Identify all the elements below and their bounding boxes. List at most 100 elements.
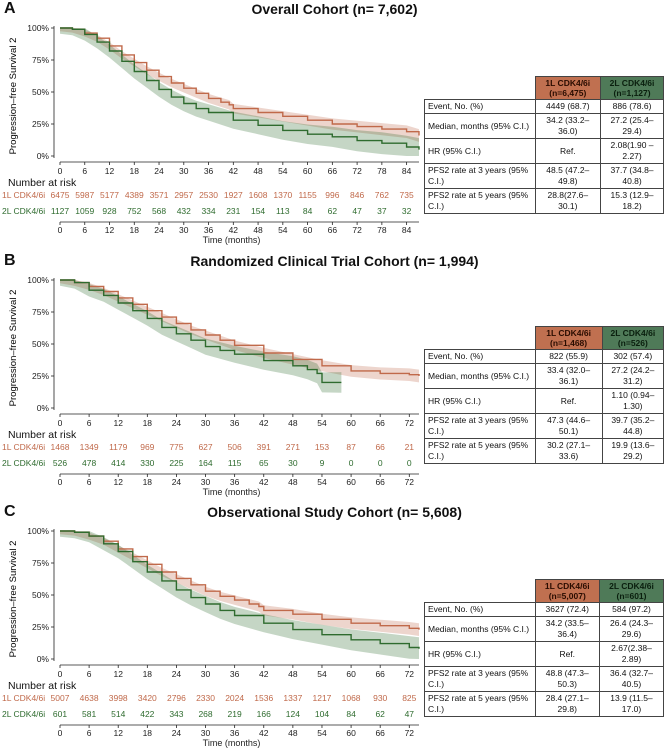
stat-value-2l: 37.7 (34.8–40.8)	[600, 163, 664, 189]
x-tick-label: 54	[278, 166, 288, 176]
stats-row: PFS2 rate at 3 years (95% C.I.) 48.5 (47.…	[424, 163, 664, 189]
risk-count: 432	[177, 206, 191, 216]
x-tick-label: 72	[405, 669, 415, 679]
y-tick-label: 25%	[32, 119, 49, 129]
x-tick-label: 30	[201, 669, 211, 679]
header-2l: 2L CDK4/6i (n=601)	[598, 579, 665, 603]
risk-table-header: Number at risk	[8, 177, 77, 189]
blank-header	[425, 327, 536, 350]
y-tick-label: 25%	[32, 622, 49, 632]
risk-x-tick-label: 72	[352, 225, 362, 235]
risk-row-label: 1L CDK4/6i	[2, 693, 45, 703]
risk-count: 752	[127, 206, 141, 216]
risk-x-tick-label: 18	[143, 477, 153, 487]
stats-row: HR (95% C.I.) Ref. 2.08(1.90 –2.27)	[424, 138, 664, 164]
km-chart: Progression–free Survival 2 0% 25% 50% 75% 10…	[2, 23, 420, 245]
stat-label: PFS2 rate at 5 years (95% C.I.)	[424, 691, 536, 717]
stats-row: HR (95% C.I.) Ref. 1.10 (0.94–1.30)	[424, 388, 665, 414]
y-tick-label: 0%	[37, 654, 50, 664]
risk-count: 0	[378, 458, 383, 468]
ci-band	[60, 280, 342, 393]
panel-title: Randomized Clinical Trial Cohort (n= 1,9…	[190, 253, 479, 269]
panel-a: A Overall Cohort (n= 7,602) Progression–…	[0, 0, 669, 250]
stat-label: Event, No. (%)	[424, 99, 536, 114]
risk-x-tick-label: 24	[172, 477, 182, 487]
risk-count: 568	[152, 206, 166, 216]
risk-x-tick-label: 54	[317, 477, 327, 487]
x-tick-label: 66	[328, 166, 338, 176]
risk-x-tick-label: 84	[402, 225, 412, 235]
risk-count: 4389	[125, 190, 144, 200]
risk-count: 1059	[75, 206, 94, 216]
risk-count: 166	[257, 709, 271, 719]
y-tick-label: 50%	[32, 87, 49, 97]
x-tick-label: 66	[375, 418, 385, 428]
x-tick-label: 12	[105, 166, 115, 176]
y-tick-label: 50%	[32, 339, 49, 349]
risk-x-tick-label: 36	[204, 225, 214, 235]
y-axis-label: Progression–free Survival 2	[8, 290, 19, 407]
stat-value-1l: 3627 (72.4)	[534, 602, 600, 617]
x-tick-label: 0	[58, 418, 63, 428]
risk-count: 1608	[249, 190, 268, 200]
x-tick-label: 60	[346, 418, 356, 428]
panel-c: C Observational Study Cohort (n= 5,608) …	[0, 503, 669, 753]
y-tick-label: 0%	[37, 151, 50, 161]
y-axis-label: Progression–free Survival 2	[8, 541, 19, 658]
x-tick-label: 18	[143, 669, 153, 679]
risk-count: 47	[352, 206, 362, 216]
stat-label: PFS2 rate at 5 years (95% C.I.)	[424, 438, 536, 464]
risk-count: 154	[251, 206, 265, 216]
risk-count: 268	[198, 709, 212, 719]
stats-table: 1L CDK4/6i (n=6,475) 2L CDK4/6i (n=1,127…	[424, 76, 664, 214]
panel-title: Overall Cohort (n= 7,602)	[251, 1, 418, 17]
panel-label: A	[4, 0, 16, 17]
risk-count: 735	[400, 190, 414, 200]
x-tick-label: 66	[375, 669, 385, 679]
risk-count: 2957	[174, 190, 193, 200]
x-tick-label: 48	[288, 418, 298, 428]
risk-count: 66	[375, 442, 385, 452]
x-tick-label: 12	[113, 669, 123, 679]
stat-value-1l: Ref.	[534, 388, 603, 414]
stat-value-1l: 822 (55.9)	[534, 349, 603, 364]
risk-count: 84	[346, 709, 356, 719]
risk-count: 2024	[225, 693, 244, 703]
risk-count: 37	[377, 206, 387, 216]
stats-row: Median, months (95% C.I.) 34.2 (33.2–36.0…	[424, 113, 664, 139]
risk-count: 330	[140, 458, 154, 468]
risk-count: 526	[53, 458, 67, 468]
x-tick-label: 30	[201, 418, 211, 428]
blank-header	[425, 580, 536, 603]
risk-count: 601	[53, 709, 67, 719]
risk-count: 231	[226, 206, 240, 216]
panel-b: B Randomized Clinical Trial Cohort (n= 1…	[0, 252, 669, 502]
x-tick-label: 72	[352, 166, 362, 176]
risk-count: 1068	[342, 693, 361, 703]
risk-count: 1337	[283, 693, 302, 703]
panel-title: Observational Study Cohort (n= 5,608)	[207, 504, 462, 520]
stats-row: Event, No. (%) 822 (55.9) 302 (57.4)	[424, 349, 665, 364]
survival-line	[60, 530, 420, 649]
x-tick-label: 6	[87, 418, 92, 428]
risk-count: 6475	[51, 190, 70, 200]
stat-value-2l: 1.10 (0.94–1.30)	[601, 388, 665, 414]
x-tick-label: 84	[402, 166, 412, 176]
x-tick-label: 12	[113, 418, 123, 428]
header-1l: 1L CDK4/6i (n=6,475)	[534, 76, 602, 100]
risk-count: 104	[315, 709, 329, 719]
stats-row: HR (95% C.I.) Ref. 2.67(2.38– 2.89)	[424, 641, 665, 667]
x-tick-label: 0	[58, 166, 63, 176]
risk-count: 5177	[100, 190, 119, 200]
risk-x-tick-label: 66	[375, 477, 385, 487]
risk-count: 775	[169, 442, 183, 452]
risk-count: 87	[346, 442, 356, 452]
stat-value-1l: 33.4 (32.0–36.1)	[534, 363, 603, 389]
risk-x-tick-label: 0	[58, 728, 63, 738]
risk-x-tick-label: 54	[278, 225, 288, 235]
risk-x-tick-label: 60	[346, 477, 356, 487]
blank-header	[425, 77, 536, 100]
risk-x-tick-label: 0	[58, 477, 63, 487]
stat-value-2l: 15.3 (12.9–18.2)	[600, 188, 664, 214]
y-tick-label: 100%	[27, 275, 49, 285]
